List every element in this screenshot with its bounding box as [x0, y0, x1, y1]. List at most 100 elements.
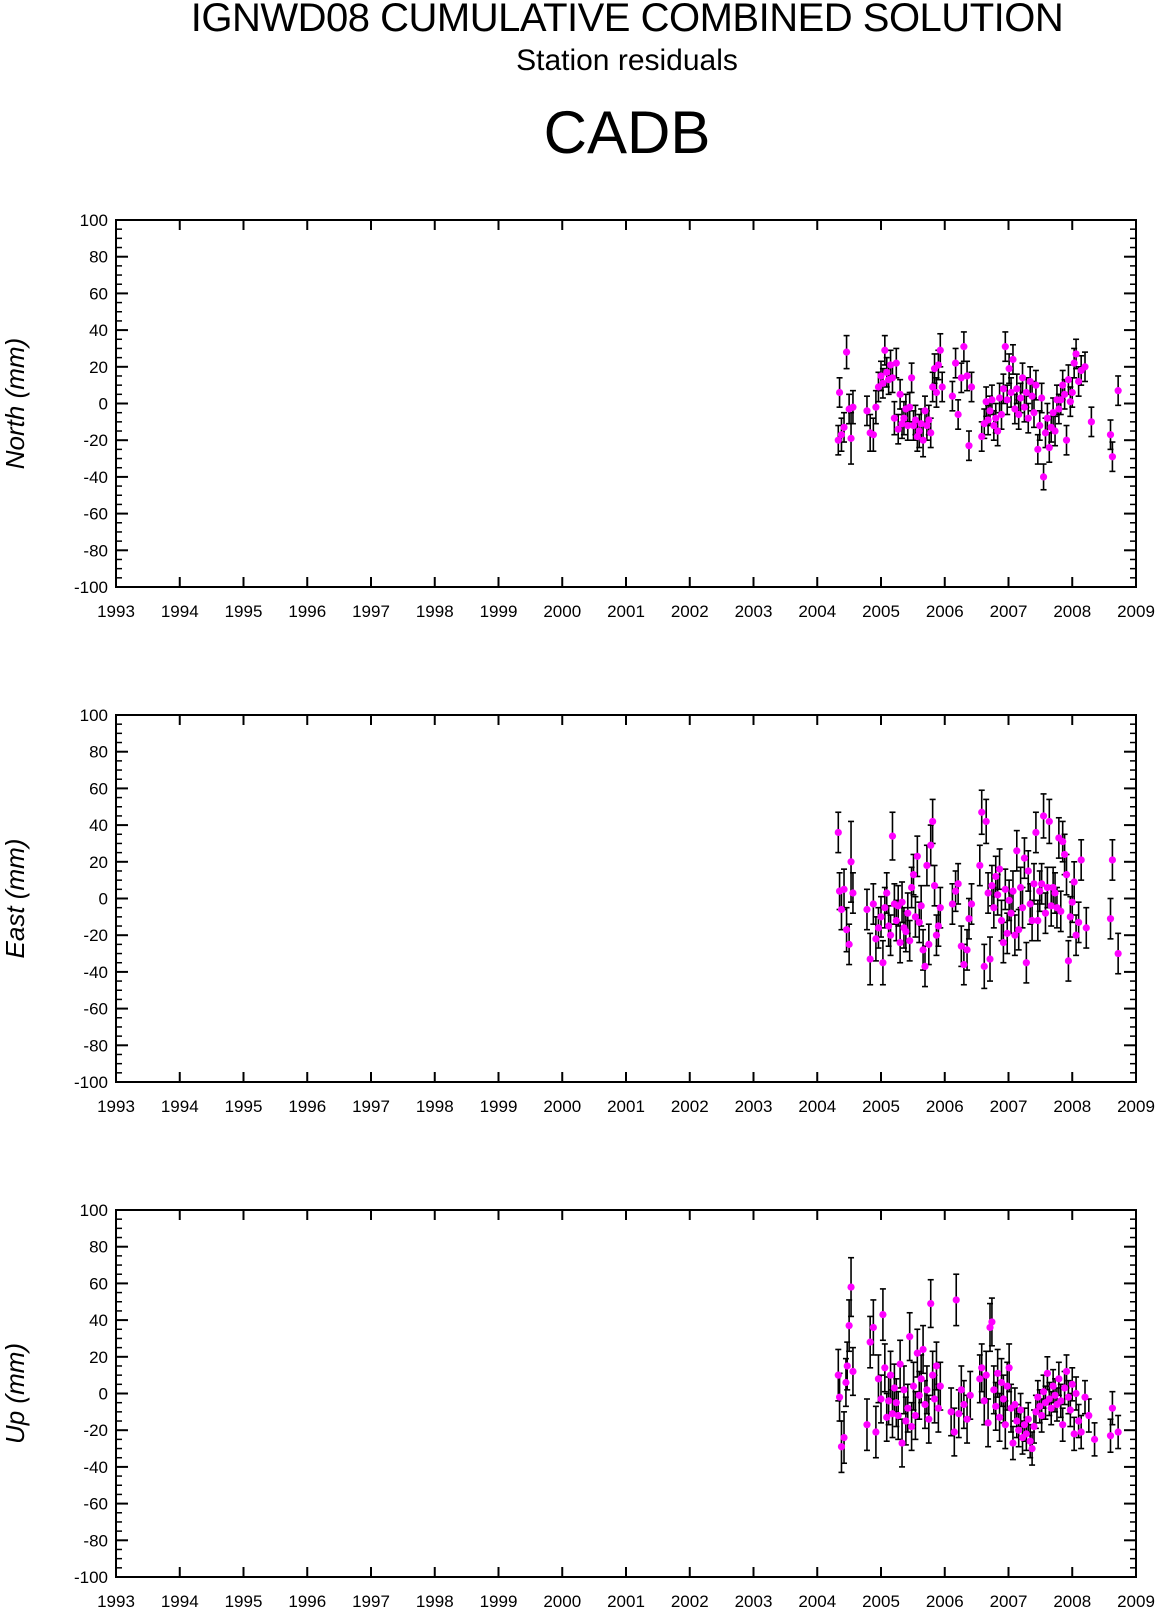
- up-data-point: [936, 1382, 944, 1390]
- up-data-point: [1049, 1382, 1057, 1390]
- up-data-point: [837, 1443, 846, 1451]
- east-data-point: [872, 935, 880, 943]
- up-y-tick-label: 100: [80, 1201, 108, 1220]
- east-data-point: [915, 918, 923, 926]
- up-data-point: [1072, 1389, 1080, 1398]
- up-data-point: [1020, 1421, 1029, 1429]
- east-data-point: [904, 909, 912, 917]
- east-data-point: [888, 832, 897, 840]
- north-data-point: [957, 374, 965, 382]
- east-data-point: [930, 882, 939, 890]
- north-plot-frame: [115, 219, 1137, 588]
- up-data-point: [1066, 1406, 1074, 1414]
- north-data-point: [904, 421, 912, 430]
- east-data-point: [1114, 949, 1122, 958]
- north-data-point: [1061, 390, 1069, 398]
- north-data-point: [932, 388, 941, 397]
- east-y-tick-label: -80: [83, 1036, 108, 1055]
- up-y-axis-title: Up (mm): [0, 1343, 30, 1444]
- east-data-point: [908, 883, 916, 892]
- north-data-point: [881, 346, 889, 354]
- east-x-tick-label: 2007: [990, 1097, 1028, 1116]
- north-data-point: [988, 396, 996, 404]
- up-data-point: [986, 1323, 994, 1332]
- east-data-point: [1066, 913, 1074, 921]
- up-data-point: [886, 1371, 895, 1379]
- up-data-point: [890, 1384, 898, 1392]
- up-data-point: [960, 1400, 968, 1409]
- up-data-point: [843, 1362, 851, 1370]
- north-y-tick-label: -20: [83, 431, 108, 450]
- east-data-point: [881, 904, 889, 912]
- up-data-point: [1055, 1375, 1063, 1383]
- up-data-point: [1024, 1415, 1032, 1423]
- north-data-point: [896, 390, 904, 398]
- east-data-point: [927, 841, 935, 849]
- north-data-point: [927, 429, 935, 437]
- north-data-point: [1022, 388, 1030, 397]
- north-data-point: [842, 348, 851, 356]
- east-data-point: [869, 900, 877, 908]
- up-data-point: [866, 1338, 874, 1346]
- up-y-tick-label: 60: [89, 1274, 108, 1293]
- north-data-point: [1026, 377, 1034, 386]
- up-data-point: [1026, 1437, 1034, 1445]
- east-data-point: [1015, 926, 1023, 934]
- north-x-tick-label: 1997: [352, 602, 390, 621]
- up-data-point: [1062, 1367, 1071, 1376]
- east-x-tick-label: 2009: [1117, 1097, 1155, 1116]
- east-x-tick-label: 2000: [543, 1097, 581, 1116]
- up-data-point: [879, 1310, 887, 1319]
- up-x-tick-label: 1998: [416, 1592, 454, 1611]
- north-data-point: [1039, 473, 1048, 481]
- north-data-point: [908, 374, 916, 382]
- north-data-point: [934, 361, 942, 369]
- north-data-point: [1068, 388, 1076, 397]
- north-data-point: [849, 403, 857, 411]
- north-data-point: [1041, 429, 1050, 437]
- north-data-point: [1064, 376, 1073, 384]
- up-data-point: [925, 1415, 933, 1423]
- east-data-point: [1020, 854, 1029, 862]
- page-subtitle: Station residuals: [516, 44, 738, 77]
- north-x-tick-label: 2001: [607, 602, 645, 621]
- up-x-tick-label: 1996: [288, 1592, 326, 1611]
- north-y-tick-label: 100: [80, 211, 108, 230]
- east-data-point: [1005, 896, 1013, 904]
- east-data-point: [902, 927, 910, 936]
- up-data-point: [1022, 1430, 1030, 1438]
- east-data-point: [936, 904, 944, 912]
- east-data-point: [1039, 812, 1048, 820]
- up-data-point: [980, 1397, 988, 1405]
- east-data-point: [840, 885, 848, 893]
- north-data-point: [1018, 374, 1027, 382]
- north-data-point: [994, 427, 1002, 435]
- east-data-point: [960, 960, 968, 969]
- east-data-point: [1072, 931, 1080, 939]
- east-data-point: [1009, 887, 1017, 895]
- up-data-point: [982, 1371, 990, 1379]
- up-data-point: [906, 1333, 914, 1341]
- east-data-point: [1070, 878, 1078, 886]
- north-data-point: [1028, 392, 1036, 400]
- east-y-tick-label: 0: [99, 890, 108, 909]
- up-data-point: [957, 1386, 965, 1394]
- east-data-point: [1007, 909, 1015, 917]
- up-data-point: [1085, 1411, 1093, 1420]
- up-data-point: [990, 1386, 998, 1394]
- east-data-point: [1032, 828, 1040, 837]
- up-data-point: [1051, 1391, 1059, 1399]
- east-data-point: [883, 889, 891, 897]
- up-data-point: [934, 1404, 942, 1412]
- up-y-tick-label: 0: [99, 1385, 108, 1404]
- up-x-tick-label: 2009: [1117, 1592, 1155, 1611]
- north-data-point: [837, 431, 846, 439]
- up-data-point: [1032, 1408, 1040, 1416]
- north-data-point: [888, 374, 897, 382]
- north-data-point: [886, 361, 895, 369]
- east-data-point: [1051, 889, 1059, 897]
- east-data-point: [1038, 880, 1046, 888]
- up-data-point: [900, 1386, 908, 1394]
- up-data-point: [840, 1433, 848, 1442]
